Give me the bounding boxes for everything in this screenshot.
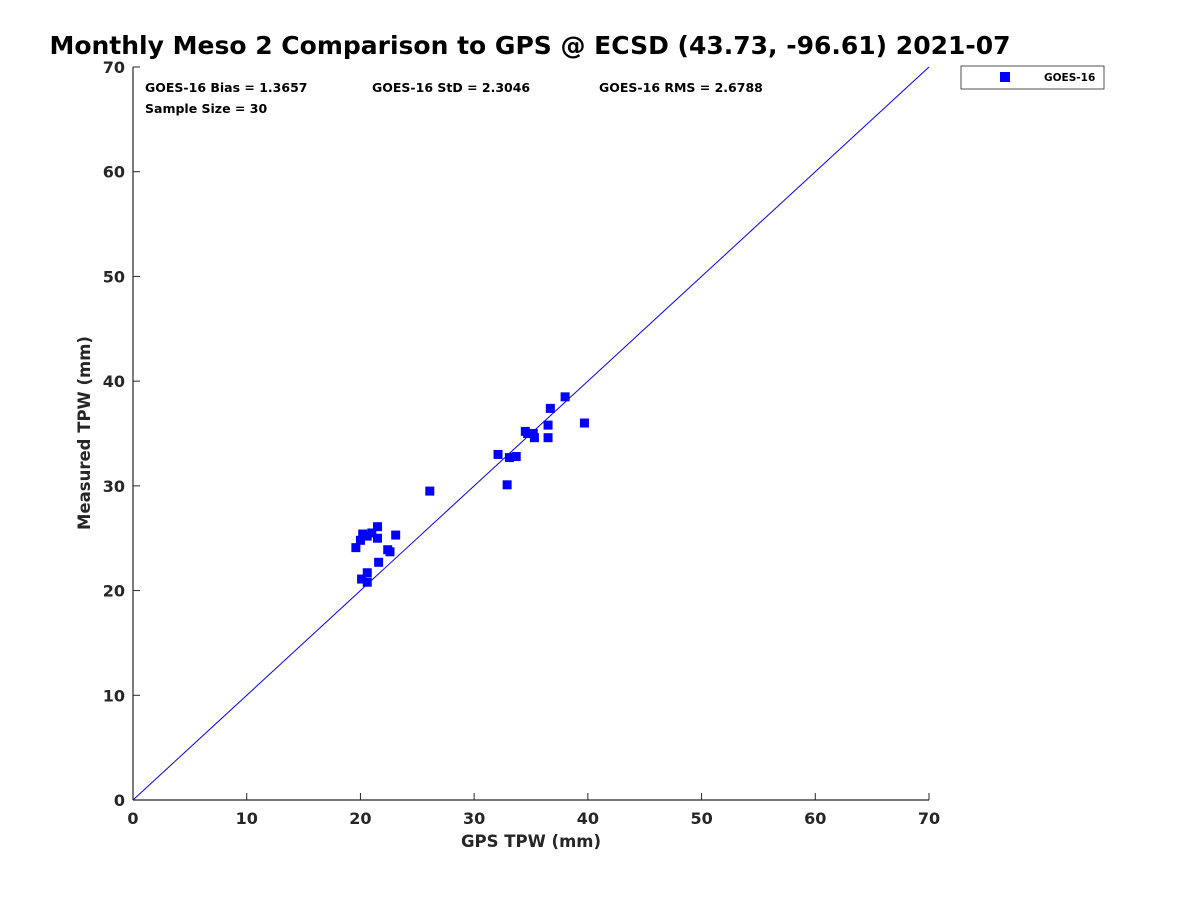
x-axis-ticks: 0 10 20 30 40 50 60 70 <box>127 793 940 828</box>
data-point <box>362 531 372 541</box>
y-axis-label: Measured TPW (mm) <box>75 336 94 530</box>
data-point <box>355 535 365 545</box>
data-point <box>543 420 553 430</box>
y-tick-label: 50 <box>103 267 125 286</box>
y-tick-label: 40 <box>103 372 125 391</box>
data-point <box>523 429 533 438</box>
chart-title: Monthly Meso 2 Comparison to GPS @ ECSD … <box>49 31 1010 60</box>
x-axis-label: GPS TPW (mm) <box>461 832 601 851</box>
plot-area: 0 10 20 30 40 50 60 70 0 10 20 30 40 50 60 70 <box>103 58 940 828</box>
x-tick-label: 60 <box>804 809 826 828</box>
y-tick-label: 10 <box>103 686 125 705</box>
x-tick-label: 0 <box>127 809 138 828</box>
x-tick-label: 40 <box>577 809 599 828</box>
data-point <box>425 486 435 496</box>
data-points <box>351 392 589 587</box>
data-point <box>357 574 367 584</box>
data-point <box>504 453 514 463</box>
data-point <box>579 418 589 428</box>
data-point <box>362 577 372 587</box>
data-point <box>351 543 361 553</box>
y-tick-label: 30 <box>103 477 125 496</box>
data-point <box>374 557 384 567</box>
x-tick-label: 30 <box>463 809 485 828</box>
x-tick-label: 20 <box>349 809 371 828</box>
data-point <box>543 433 553 443</box>
data-point <box>391 530 401 540</box>
y-tick-label: 0 <box>114 791 125 810</box>
bias-stat: GOES-16 Bias = 1.3657 <box>145 80 307 95</box>
y-tick-label: 60 <box>103 163 125 182</box>
y-tick-label: 70 <box>103 58 125 77</box>
data-point <box>385 547 395 557</box>
data-point <box>372 533 382 543</box>
data-point <box>560 392 570 402</box>
x-tick-label: 10 <box>236 809 258 828</box>
stats-annotations: GOES-16 Bias = 1.3657 GOES-16 StD = 2.30… <box>145 80 763 116</box>
y-axis-ticks: 0 10 20 30 40 50 60 70 <box>103 58 140 810</box>
data-point <box>529 433 539 443</box>
x-tick-label: 70 <box>918 809 940 828</box>
y-tick-label: 20 <box>103 582 125 601</box>
data-point <box>511 452 521 462</box>
data-point <box>493 449 503 459</box>
data-point <box>367 528 377 538</box>
sample-size-stat: Sample Size = 30 <box>145 101 267 116</box>
legend-marker-square <box>1000 72 1010 82</box>
data-point <box>358 529 368 539</box>
rms-stat: GOES-16 RMS = 2.6788 <box>599 80 763 95</box>
data-point <box>372 522 382 532</box>
legend-box <box>960 65 1105 90</box>
data-point <box>362 568 372 578</box>
std-stat: GOES-16 StD = 2.3046 <box>372 80 530 95</box>
legend-entry-goes-16: GOES-16 <box>1044 72 1095 84</box>
legend: GOES-16 <box>960 65 1105 90</box>
x-tick-label: 50 <box>690 809 712 828</box>
data-point <box>545 403 555 413</box>
data-point <box>502 480 512 490</box>
